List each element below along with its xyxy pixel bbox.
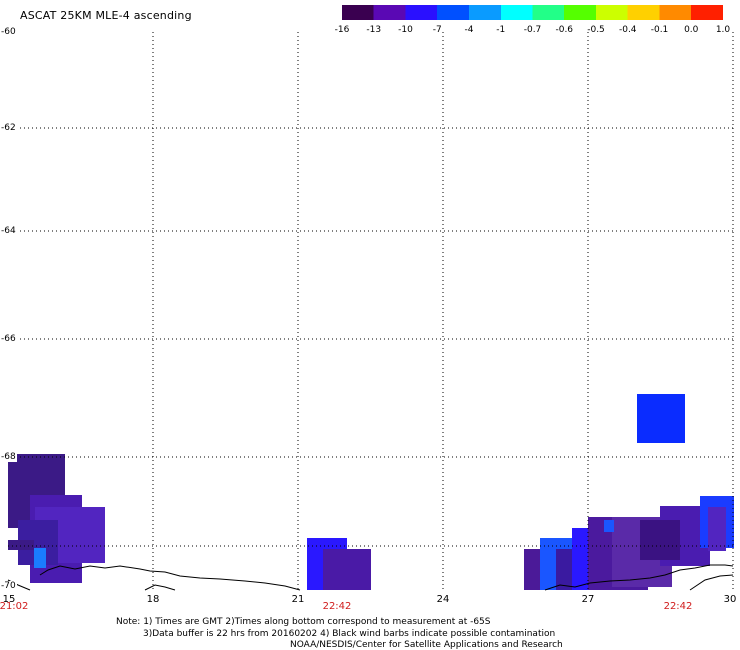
lat-label: -70 xyxy=(1,581,17,591)
colorbar xyxy=(342,5,723,20)
colorbar-tick-label: -10 xyxy=(398,25,413,35)
lat-label: -66 xyxy=(1,334,17,344)
colorbar-tick-label: -0.1 xyxy=(650,25,669,35)
colorbar-tick-label: -13 xyxy=(366,25,382,35)
colorbar-tick-label: -4 xyxy=(464,25,474,35)
lat-lon-grid xyxy=(8,32,734,590)
colorbar-tick-label: 0.0 xyxy=(684,25,699,35)
colorbar-tick-label: -0.7 xyxy=(523,25,542,35)
note-line-1: Note: 1) Times are GMT 2)Times along bot… xyxy=(116,617,491,627)
lon-label: 27 xyxy=(581,594,595,605)
colorbar-tick-label: -0.5 xyxy=(587,25,605,35)
time-label: 21:02 xyxy=(0,601,29,612)
time-label: 22:42 xyxy=(322,601,352,612)
lon-label: 30 xyxy=(723,594,737,605)
note-line-2: 3)Data buffer is 22 hrs from 20160202 4)… xyxy=(143,629,556,639)
time-label: 22:42 xyxy=(663,601,693,612)
lat-label: -68 xyxy=(1,452,17,462)
lon-label: 21 xyxy=(291,594,305,605)
wind-swaths xyxy=(8,394,734,590)
map-frame xyxy=(8,32,733,590)
note-line-3: NOAA/NESDIS/Center for Satellite Applica… xyxy=(290,640,563,650)
map-title: ASCAT 25KM MLE-4 ascending xyxy=(20,9,192,22)
colorbar-tick-label: -0.6 xyxy=(555,25,574,35)
colorbar-tick-label: -0.4 xyxy=(618,25,637,35)
colorbar-tick-label: -7 xyxy=(432,25,442,35)
lon-label: 24 xyxy=(436,594,450,605)
lon-label: 15 xyxy=(2,594,16,605)
lat-label: -64 xyxy=(1,226,17,236)
colorbar-tick-label: -16 xyxy=(334,25,350,35)
lat-label: -62 xyxy=(1,123,17,133)
colorbar-tick-label: 1.0 xyxy=(715,25,731,35)
colorbar-tick-label: -1 xyxy=(496,25,506,35)
lon-label: 18 xyxy=(146,594,160,605)
lat-label: -60 xyxy=(1,27,17,37)
